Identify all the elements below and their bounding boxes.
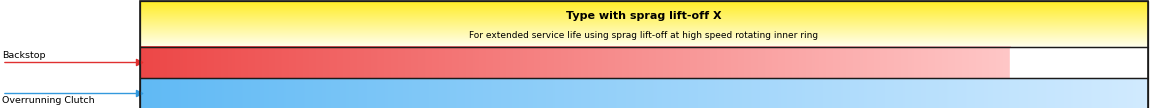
Text: Type with sprag lift-off X: Type with sprag lift-off X: [567, 11, 721, 21]
Bar: [140, 47, 1148, 78]
Text: Overrunning Clutch: Overrunning Clutch: [2, 96, 95, 105]
Text: For extended service life using sprag lift-off at high speed rotating inner ring: For extended service life using sprag li…: [470, 31, 818, 40]
Bar: [1010, 47, 1148, 78]
Bar: [140, 1, 1148, 47]
Bar: [140, 78, 1148, 108]
Bar: [140, 1, 1148, 108]
Text: Backstop: Backstop: [2, 51, 45, 60]
